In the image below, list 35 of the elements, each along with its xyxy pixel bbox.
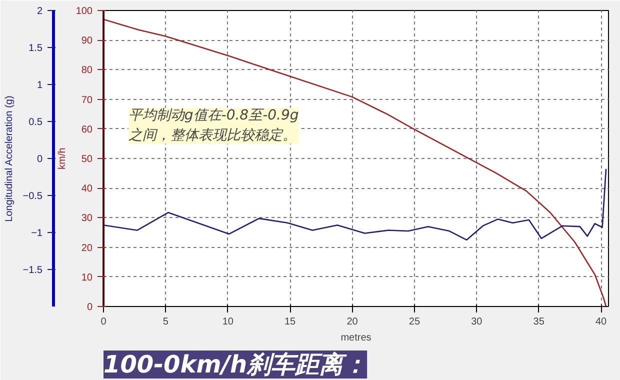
x-tick-label: 40 [595, 316, 608, 328]
x-axis-title: metres [340, 332, 372, 344]
y-tick-label: 50 [81, 154, 93, 165]
y-tick-label: 60 [81, 124, 93, 136]
x-tick-label: 10 [222, 316, 234, 328]
y-tick-label: 90 [81, 36, 93, 47]
x-tick-label: 0 [100, 316, 107, 328]
x-tick-label: 15 [284, 316, 296, 328]
y-tick-label: 30 [81, 213, 93, 224]
y-axis-title: km/h [56, 148, 68, 170]
x-tick-label: 5 [162, 316, 169, 328]
line-series [104, 168, 607, 241]
y2-tick-label: 2 [36, 6, 43, 17]
annotation: 平均制动g值在-0.8至-0.9g 之间，整体表现比较稳定。 [128, 108, 299, 144]
y-tick-label: 80 [81, 65, 93, 76]
y-tick-label: 0 [86, 302, 93, 313]
y2-tick-label: −0.5 [22, 191, 43, 202]
y-tick-label: 20 [81, 242, 93, 254]
x-tick-label: 35 [533, 316, 545, 328]
y2-tick-label: 0.5 [28, 117, 43, 128]
y-tick-label: 40 [81, 184, 93, 195]
y2-axis-title: Longitudinal Acceleration (g) [4, 96, 15, 222]
y2-tick-label: 1 [36, 80, 43, 91]
x-tick-label: 25 [408, 316, 420, 328]
y2-tick-label: −1 [31, 228, 43, 239]
y2-tick-label: −1.5 [22, 265, 43, 276]
text: 100-0km/h刹车距离： [104, 350, 368, 378]
y2-tick-label: 1.5 [28, 43, 43, 54]
x-tick-label: 30 [471, 316, 483, 328]
y2-tick-label: 0 [36, 154, 43, 165]
y-tick-label: 100 [76, 6, 93, 17]
y-tick-label: 70 [81, 94, 93, 106]
y-tick-label: 10 [81, 272, 93, 284]
x-tick-label: 20 [346, 316, 358, 328]
line-series [104, 18, 607, 306]
